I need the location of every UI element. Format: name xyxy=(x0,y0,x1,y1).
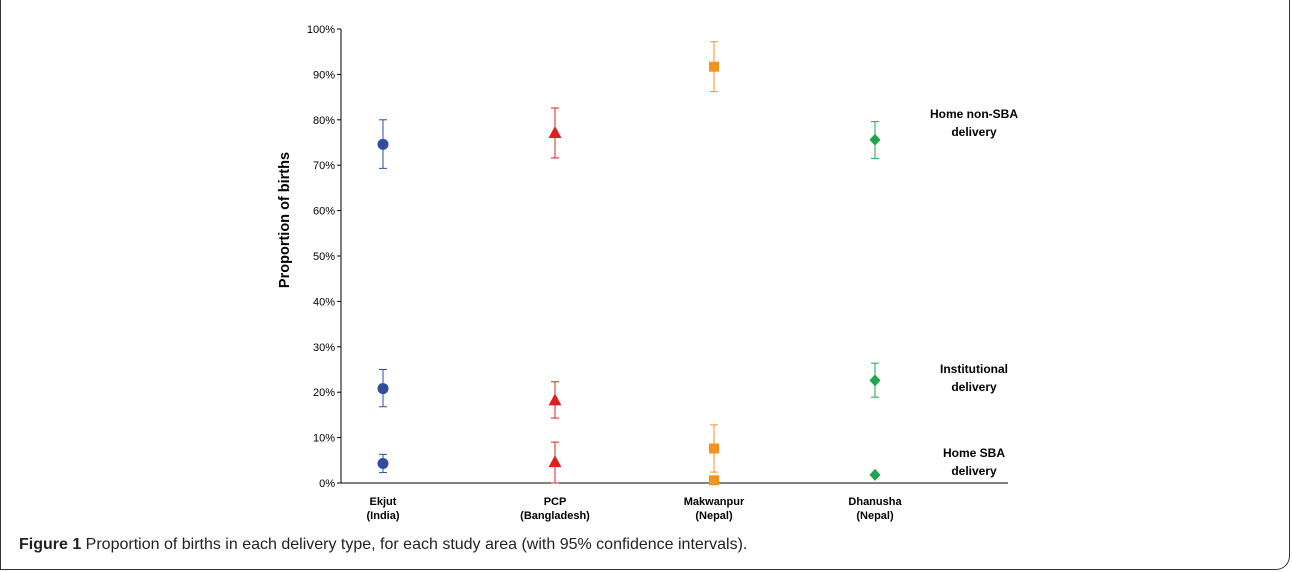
y-axis-title: Proportion of births xyxy=(277,152,293,288)
delivery-type-sublabel: delivery xyxy=(951,464,997,478)
delivery-type-label: Home SBA xyxy=(943,446,1005,460)
data-point-circle xyxy=(377,457,389,469)
series-triangle-group xyxy=(548,107,562,484)
data-point-diamond xyxy=(869,133,881,146)
delivery-type-label: Institutional xyxy=(940,362,1008,376)
data-point-triangle xyxy=(548,125,562,138)
x-category-sublabel: (India) xyxy=(367,510,400,522)
x-category-sublabel: (Nepal) xyxy=(856,510,894,522)
data-point-diamond xyxy=(869,468,881,481)
x-category-label: Dhanusha xyxy=(848,496,902,508)
x-category-label: Makwanpur xyxy=(684,496,745,508)
x-category-sublabel: (Bangladesh) xyxy=(520,510,590,522)
y-axis: 0% 10% 20% 30% 40% 50% 60% 70% 80% 90% 100% xyxy=(307,24,342,490)
y-tick-label: 10% xyxy=(313,433,335,445)
y-tick-label: 40% xyxy=(313,296,335,308)
data-point-triangle xyxy=(548,455,562,468)
delivery-type-sublabel: delivery xyxy=(951,380,997,394)
figure-label: Figure 1 xyxy=(19,536,82,553)
data-point-square xyxy=(709,61,719,72)
delivery-type-labels: Home non-SBA delivery Institutional deliver… xyxy=(930,107,1018,478)
figure-frame-left-edge xyxy=(0,0,1,570)
series-circle-group xyxy=(377,119,389,474)
series-square-group xyxy=(709,41,719,486)
y-tick-label: 0% xyxy=(319,478,335,490)
data-series xyxy=(377,41,881,486)
x-category-sublabel: (Nepal) xyxy=(695,510,733,522)
y-tick-label: 100% xyxy=(307,24,335,36)
data-point-triangle xyxy=(548,393,562,406)
delivery-type-label: Home non-SBA xyxy=(930,107,1018,121)
x-category-label: Ekjut xyxy=(370,496,397,508)
y-tick-label: 20% xyxy=(313,387,335,399)
data-point-circle xyxy=(377,138,389,150)
y-tick-label: 50% xyxy=(313,251,335,263)
data-point-circle xyxy=(377,383,389,395)
delivery-type-sublabel: delivery xyxy=(951,125,997,139)
y-tick-label: 30% xyxy=(313,342,335,354)
y-tick-label: 90% xyxy=(313,69,335,81)
y-tick-label: 80% xyxy=(313,115,335,127)
series-diamond-group xyxy=(869,121,881,481)
data-point-diamond xyxy=(869,374,881,387)
x-category-label: PCP xyxy=(544,496,567,508)
data-point-square xyxy=(709,443,719,454)
y-tick-label: 60% xyxy=(313,206,335,218)
figure-caption-text: Proportion of births in each delivery ty… xyxy=(81,536,748,553)
data-point-square xyxy=(709,475,719,486)
y-tick-label: 70% xyxy=(313,160,335,172)
figure-caption: Figure 1 Proportion of births in each de… xyxy=(19,536,747,554)
x-axis: Ekjut (India) PCP (Bangladesh) Makwanpur (Nep… xyxy=(341,482,1008,522)
delivery-type-chart: 0% 10% 20% 30% 40% 50% 60% 70% 80% 90% 100% Ekjut (… xyxy=(277,24,1018,522)
